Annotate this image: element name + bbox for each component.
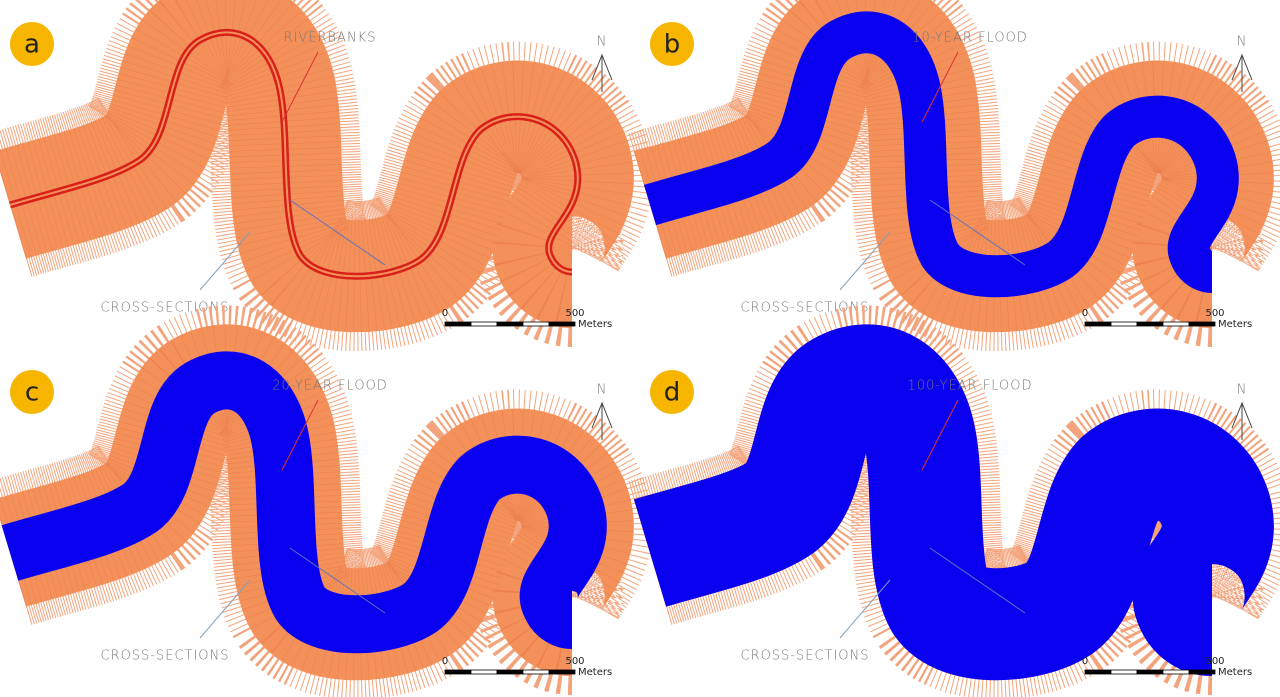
- scale-start: 0: [1082, 308, 1088, 319]
- cross-sections-label: CROSS-SECTIONS: [100, 649, 229, 664]
- scale-end: 500: [1205, 308, 1224, 319]
- scale-segment: [445, 670, 471, 674]
- flood-extent: [650, 380, 1218, 624]
- scale-segment: [445, 322, 471, 326]
- annotation: 100-YEAR FLOOD: [908, 379, 1033, 394]
- scale-segment: [1163, 322, 1189, 326]
- scale-segment: [549, 322, 575, 326]
- scale-end: 500: [1205, 656, 1224, 667]
- scale-segment: [523, 322, 549, 326]
- panel-label: c: [25, 378, 39, 408]
- north-label: N: [597, 35, 608, 50]
- scale-segment: [1085, 322, 1111, 326]
- scale-segment: [471, 322, 497, 326]
- scale-start: 0: [1082, 656, 1088, 667]
- scale-segment: [1163, 670, 1189, 674]
- scale-unit: Meters: [1218, 319, 1252, 330]
- scale-start: 0: [442, 308, 448, 319]
- scale-segment: [1085, 670, 1111, 674]
- scale-segment: [1189, 670, 1215, 674]
- scale-end: 500: [565, 308, 584, 319]
- scale-segment: [523, 670, 549, 674]
- panel-label: d: [664, 378, 681, 408]
- cross-sections-label: CROSS-SECTIONS: [740, 649, 869, 664]
- scale-segment: [497, 670, 523, 674]
- scale-segment: [549, 670, 575, 674]
- scale-unit: Meters: [1218, 667, 1252, 678]
- scale-start: 0: [442, 656, 448, 667]
- scale-end: 500: [565, 656, 584, 667]
- annotation: 10-YEAR FLOOD: [912, 31, 1028, 46]
- scale-segment: [471, 670, 497, 674]
- north-label: N: [597, 383, 608, 398]
- annotation: 20-YEAR FLOOD: [272, 379, 388, 394]
- scale-unit: Meters: [578, 667, 612, 678]
- scale-segment: [497, 322, 523, 326]
- north-label: N: [1237, 35, 1248, 50]
- north-label: N: [1237, 383, 1248, 398]
- scale-segment: [1111, 322, 1137, 326]
- figure: aRIVERBANKSCROSS-SECTIONSN0500Metersb10-…: [0, 0, 1280, 697]
- scale-segment: [1137, 670, 1163, 674]
- scale-segment: [1137, 322, 1163, 326]
- panel-label: a: [24, 30, 40, 60]
- scale-segment: [1111, 670, 1137, 674]
- panel-label: b: [664, 30, 681, 60]
- scale-segment: [1189, 322, 1215, 326]
- annotation: RIVERBANKS: [284, 31, 377, 46]
- scale-unit: Meters: [578, 319, 612, 330]
